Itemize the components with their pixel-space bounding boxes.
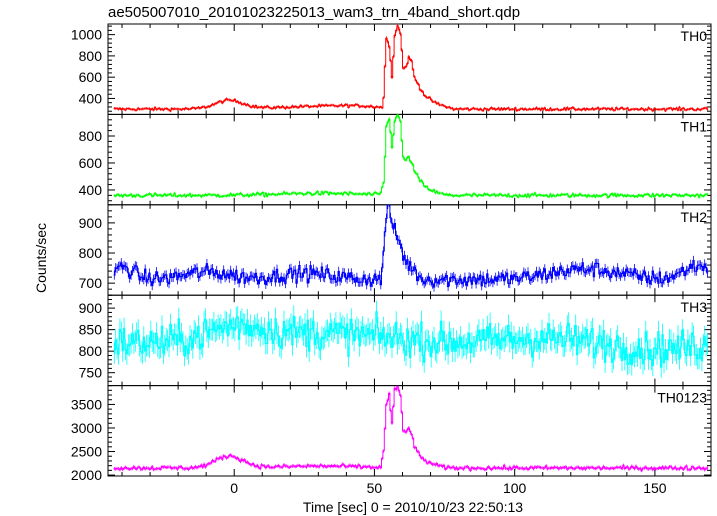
series-th0 [113, 24, 709, 113]
x-tick-label: 150 [643, 480, 667, 496]
series-th0123 [113, 385, 709, 473]
panel-th1: 400 600 800 TH1 [79, 113, 712, 206]
panel-frame [107, 23, 712, 115]
y-tick-label: 800 [79, 343, 103, 359]
y-tick-label: 600 [79, 69, 103, 85]
series-line [113, 114, 709, 198]
series-error-bars [113, 114, 708, 199]
x-axis-label: Time [sec] 0 = 2010/10/23 22:50:13 [303, 499, 523, 515]
panel-label: TH3 [681, 299, 708, 315]
panel-label: TH1 [681, 118, 708, 134]
series-error-bars [113, 385, 708, 473]
panel-label: TH2 [681, 209, 708, 225]
series-error-bars [113, 24, 708, 113]
x-tick-label: 100 [503, 480, 527, 496]
y-tick-label: 1000 [71, 27, 102, 43]
y-tick-label: 800 [79, 245, 103, 261]
x-tick-label: 50 [367, 480, 383, 496]
series-th2 [113, 204, 709, 292]
y-tick-label: 2000 [71, 467, 102, 483]
y-tick-label: 3500 [71, 396, 102, 412]
panel-frame [107, 385, 712, 477]
series-line [113, 204, 709, 288]
series-line [113, 25, 709, 112]
y-tick-label: 700 [79, 275, 103, 291]
y-tick-label: 850 [79, 322, 103, 338]
y-tick-label: 800 [79, 48, 103, 64]
series-th3 [113, 300, 709, 378]
chart-title: ae505007010_20101023225013_wam3_trn_4ban… [108, 4, 520, 21]
y-tick-label: 600 [79, 155, 103, 171]
panel-label: TH0123 [657, 390, 707, 406]
panel-label: TH0 [681, 28, 708, 44]
panel-th2: 700 800 900 TH2 [79, 204, 712, 296]
series-line [113, 385, 709, 472]
series-th1 [113, 114, 709, 199]
y-tick-label: 3000 [71, 420, 102, 436]
y-tick-label: 750 [79, 365, 103, 381]
y-tick-label: 400 [79, 182, 103, 198]
y-tick-label: 900 [79, 300, 103, 316]
x-tick-label: 0 [230, 480, 238, 496]
panel-th0123: 2000 2500 3000 3500 TH0123 [71, 385, 712, 483]
series-line [113, 311, 709, 368]
y-tick-label: 900 [79, 215, 103, 231]
y-axis-label: Counts/sec [33, 223, 49, 293]
panel-th0: 400 600 800 1000 TH0 [71, 23, 712, 115]
y-tick-label: 400 [79, 90, 103, 106]
y-tick-label: 2500 [71, 444, 102, 460]
panel-th3: 750 800 850 900 TH3 [79, 294, 712, 387]
series-error-bars [113, 204, 708, 292]
y-tick-label: 800 [79, 128, 103, 144]
